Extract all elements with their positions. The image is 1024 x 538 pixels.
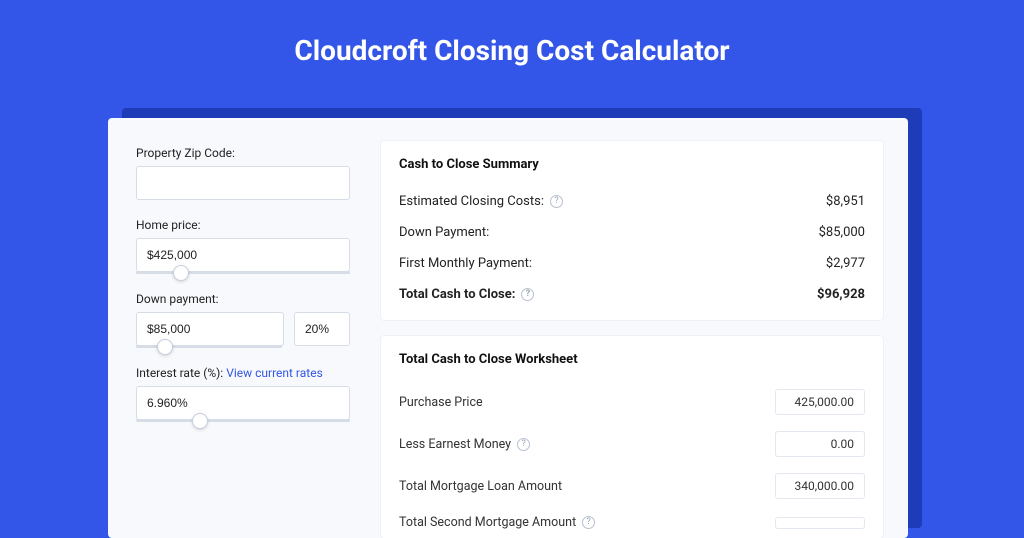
down-payment-slider-thumb[interactable]: [157, 339, 173, 355]
summary-label: Down Payment:: [399, 225, 489, 240]
page-title: Cloudcroft Closing Cost Calculator: [0, 0, 1024, 89]
help-icon[interactable]: ?: [582, 516, 595, 529]
down-payment-slider[interactable]: [136, 345, 282, 348]
worksheet-value: 425,000.00: [775, 389, 865, 415]
calculator-card: Property Zip Code: Home price: Down paym…: [108, 118, 908, 538]
zip-label: Property Zip Code:: [136, 146, 350, 160]
inputs-panel: Property Zip Code: Home price: Down paym…: [108, 118, 370, 538]
results-panel: Cash to Close Summary Estimated Closing …: [370, 118, 908, 538]
worksheet-label: Total Second Mortgage Amount: [399, 515, 576, 530]
summary-card: Cash to Close Summary Estimated Closing …: [380, 140, 884, 321]
worksheet-title: Total Cash to Close Worksheet: [399, 352, 865, 367]
summary-row-first-payment: First Monthly Payment: $2,977: [399, 248, 865, 279]
interest-rate-field: Interest rate (%): View current rates: [136, 366, 350, 422]
home-price-label: Home price:: [136, 218, 350, 232]
summary-label: Estimated Closing Costs:: [399, 194, 544, 209]
down-payment-pct-input[interactable]: [294, 312, 350, 346]
view-rates-link[interactable]: View current rates: [226, 366, 323, 380]
down-payment-field: Down payment:: [136, 292, 350, 348]
worksheet-card: Total Cash to Close Worksheet Purchase P…: [380, 335, 884, 538]
worksheet-label: Total Mortgage Loan Amount: [399, 479, 562, 494]
help-icon[interactable]: ?: [550, 195, 563, 208]
summary-row-total: Total Cash to Close: ? $96,928: [399, 279, 865, 310]
interest-rate-label-text: Interest rate (%):: [136, 366, 223, 380]
worksheet-row-mortgage-loan: Total Mortgage Loan Amount 340,000.00: [399, 465, 865, 507]
down-payment-label: Down payment:: [136, 292, 350, 306]
summary-label: First Monthly Payment:: [399, 256, 532, 271]
summary-value: $85,000: [819, 225, 865, 240]
help-icon[interactable]: ?: [517, 438, 530, 451]
home-price-field: Home price:: [136, 218, 350, 274]
summary-title: Cash to Close Summary: [399, 157, 865, 172]
zip-input[interactable]: [136, 166, 350, 200]
home-price-input[interactable]: [136, 238, 350, 272]
interest-rate-slider[interactable]: [136, 419, 350, 422]
summary-label: Total Cash to Close:: [399, 287, 515, 302]
summary-value: $96,928: [817, 287, 865, 302]
worksheet-row-earnest-money: Less Earnest Money ? 0.00: [399, 423, 865, 465]
worksheet-value: [775, 517, 865, 529]
worksheet-row-purchase-price: Purchase Price 425,000.00: [399, 381, 865, 423]
interest-rate-input[interactable]: [136, 386, 350, 420]
home-price-slider-thumb[interactable]: [173, 265, 189, 281]
worksheet-value: 340,000.00: [775, 473, 865, 499]
summary-row-down-payment: Down Payment: $85,000: [399, 217, 865, 248]
worksheet-label: Purchase Price: [399, 395, 483, 410]
summary-value: $8,951: [826, 194, 865, 209]
interest-rate-label: Interest rate (%): View current rates: [136, 366, 350, 380]
summary-row-closing-costs: Estimated Closing Costs: ? $8,951: [399, 186, 865, 217]
home-price-slider[interactable]: [136, 271, 350, 274]
worksheet-value: 0.00: [775, 431, 865, 457]
zip-field: Property Zip Code:: [136, 146, 350, 200]
help-icon[interactable]: ?: [521, 288, 534, 301]
interest-rate-slider-thumb[interactable]: [192, 413, 208, 429]
worksheet-label: Less Earnest Money: [399, 437, 511, 452]
summary-value: $2,977: [826, 256, 865, 271]
